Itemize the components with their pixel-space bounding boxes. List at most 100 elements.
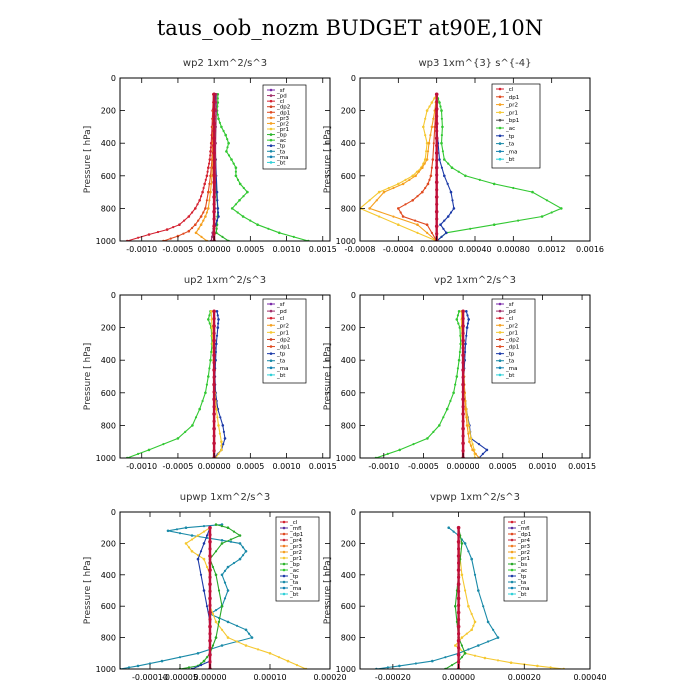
data-point bbox=[241, 554, 245, 557]
data-point bbox=[196, 652, 200, 655]
data-point bbox=[375, 199, 378, 202]
data-point bbox=[423, 162, 426, 165]
legend-label: _pd bbox=[276, 94, 287, 100]
data-point bbox=[457, 322, 460, 325]
series-line bbox=[191, 527, 211, 669]
x-tick-label: 0.0005 bbox=[236, 462, 264, 471]
data-point bbox=[215, 407, 218, 411]
x-tick-label: -0.00005 bbox=[162, 673, 198, 682]
data-point bbox=[455, 375, 459, 378]
series-zero bbox=[208, 525, 212, 669]
legend-label: _ta bbox=[505, 142, 514, 148]
data-point bbox=[221, 235, 224, 238]
data-point bbox=[424, 134, 427, 137]
x-tick-label: -0.0005 bbox=[162, 462, 193, 471]
data-point bbox=[210, 318, 213, 321]
x-tick-label: 0.00040 bbox=[573, 673, 606, 682]
data-point bbox=[207, 190, 210, 194]
data-point bbox=[226, 138, 229, 141]
plot-area bbox=[125, 92, 310, 241]
plot-area bbox=[374, 309, 489, 458]
x-tick-label: -0.0010 bbox=[126, 462, 157, 471]
data-point bbox=[242, 195, 245, 198]
legend-entry-cl: _cl bbox=[496, 87, 514, 93]
legend-entry-bt: _bt bbox=[267, 373, 286, 379]
legend-label: _cl bbox=[505, 316, 514, 322]
legend-label: _bp bbox=[289, 562, 300, 568]
data-point bbox=[531, 190, 534, 194]
data-point bbox=[204, 391, 207, 395]
legend-entry-bp: _bp bbox=[267, 133, 287, 139]
legend-label: _cl bbox=[289, 520, 298, 526]
legend-marker bbox=[510, 562, 514, 566]
legend-label: _tp bbox=[289, 574, 299, 580]
data-point bbox=[178, 223, 181, 226]
x-tick-label: 0.00000 bbox=[198, 462, 231, 471]
data-point bbox=[191, 226, 194, 230]
data-point bbox=[220, 448, 223, 452]
legend-entry-pd: _pd bbox=[267, 309, 287, 315]
legend-marker bbox=[498, 87, 502, 91]
data-point bbox=[460, 644, 463, 647]
data-point bbox=[216, 97, 219, 100]
data-point bbox=[440, 235, 443, 238]
legend-label: _pr2 bbox=[505, 103, 518, 109]
data-point bbox=[208, 158, 212, 161]
data-point bbox=[434, 136, 439, 141]
data-point bbox=[446, 215, 450, 218]
data-point bbox=[212, 331, 216, 335]
y-tick-label: 600 bbox=[341, 602, 356, 611]
data-point bbox=[404, 178, 407, 181]
data-point bbox=[208, 596, 212, 601]
x-tick-label: 0.00000 bbox=[447, 462, 480, 471]
legend-entry-ta: _ta bbox=[280, 580, 298, 586]
data-point bbox=[234, 203, 237, 206]
data-point bbox=[208, 547, 212, 551]
data-point bbox=[401, 182, 405, 186]
data-point bbox=[201, 399, 204, 403]
legend-label: _pr1 bbox=[276, 127, 289, 133]
series-line bbox=[445, 527, 466, 669]
x-tick-label: 0.0012 bbox=[538, 245, 566, 254]
data-point bbox=[461, 331, 465, 335]
legend-marker bbox=[498, 338, 502, 341]
data-point bbox=[426, 231, 429, 234]
data-point bbox=[487, 640, 490, 643]
data-point bbox=[439, 105, 442, 108]
data-point bbox=[429, 134, 432, 137]
data-point bbox=[202, 542, 206, 545]
data-point bbox=[378, 215, 381, 218]
series-line bbox=[360, 94, 438, 241]
y-tick-label: 0 bbox=[351, 291, 356, 300]
data-point bbox=[214, 636, 218, 639]
data-point bbox=[386, 666, 389, 669]
data-point bbox=[249, 219, 252, 222]
data-point bbox=[212, 390, 216, 394]
data-point bbox=[169, 237, 172, 240]
data-point bbox=[486, 620, 490, 624]
legend-label: _ma bbox=[505, 366, 517, 372]
legend-entry-ac: _ac bbox=[280, 568, 299, 574]
data-point bbox=[445, 231, 448, 235]
legend-label: _pr3 bbox=[517, 544, 531, 550]
legend-label: _ac bbox=[505, 126, 515, 132]
data-point bbox=[200, 195, 203, 198]
x-tick-label: 0.0010 bbox=[273, 462, 301, 471]
legend-label: _dp1 bbox=[505, 95, 519, 101]
data-point bbox=[250, 636, 254, 639]
data-point bbox=[199, 215, 203, 218]
y-tick-label: 200 bbox=[341, 324, 356, 333]
data-point bbox=[467, 604, 470, 608]
legend-marker bbox=[510, 580, 514, 584]
data-point bbox=[183, 219, 186, 222]
data-point bbox=[456, 610, 461, 615]
data-point bbox=[442, 416, 445, 419]
data-point bbox=[278, 231, 281, 235]
legend-label: _ta bbox=[289, 580, 298, 586]
data-point bbox=[492, 628, 495, 631]
data-point bbox=[196, 203, 199, 206]
data-point bbox=[441, 150, 444, 153]
legend-entry-bp: _bp bbox=[280, 562, 300, 568]
legend-marker bbox=[498, 316, 502, 320]
data-point bbox=[428, 178, 431, 181]
